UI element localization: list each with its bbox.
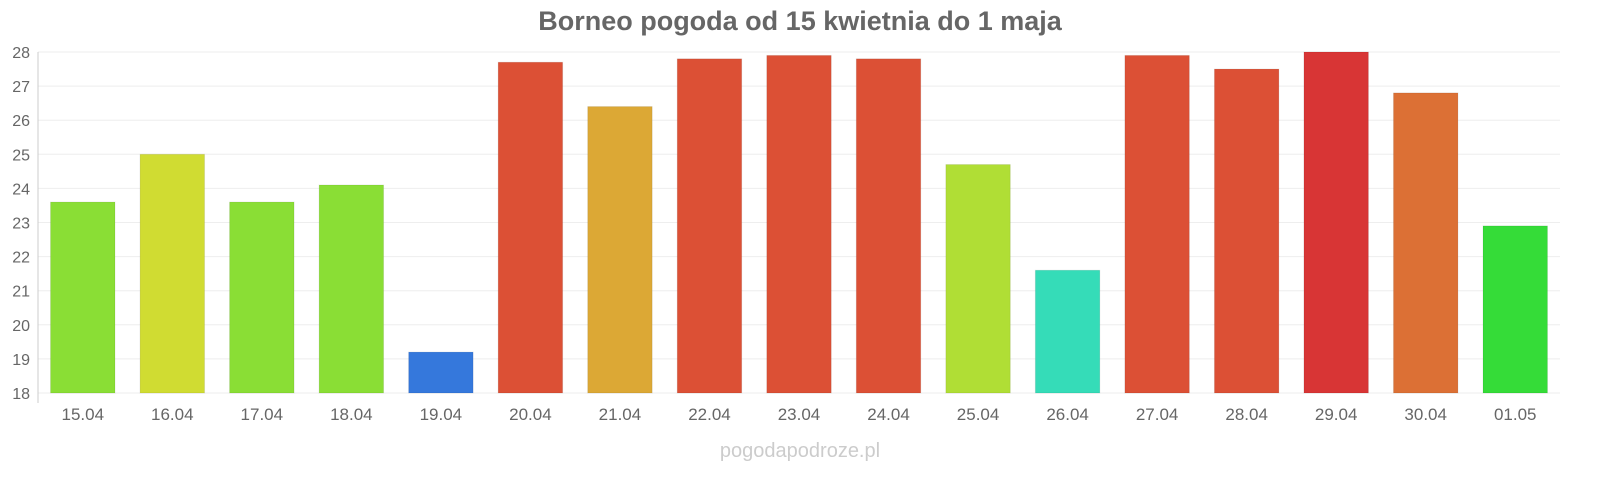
x-tick-label: 25.04 [957, 405, 1000, 424]
x-tick-label: 28.04 [1225, 405, 1268, 424]
y-tick-label: 24 [12, 181, 30, 198]
x-tick-label: 19.04 [420, 405, 463, 424]
bar [139, 153, 206, 394]
x-tick-label: 24.04 [867, 405, 910, 424]
bar [229, 201, 295, 394]
x-tick-label: 21.04 [599, 405, 642, 424]
bar [766, 54, 832, 394]
bar [1303, 51, 1369, 394]
x-tick-label: 17.04 [241, 405, 284, 424]
y-tick-label: 26 [12, 113, 30, 130]
bar [408, 351, 474, 394]
y-tick-label: 25 [12, 147, 30, 164]
x-tick-label: 23.04 [778, 405, 821, 424]
bar [1034, 269, 1101, 394]
x-tick-label: 16.04 [151, 405, 194, 424]
x-tick-label: 29.04 [1315, 405, 1358, 424]
y-tick-label: 18 [12, 386, 30, 403]
y-tick-label: 19 [12, 352, 30, 369]
bar [676, 58, 743, 394]
source-watermark: pogodapodroze.pl [719, 440, 881, 462]
bar [1392, 92, 1459, 394]
bar [1124, 54, 1190, 394]
bar [1213, 68, 1280, 394]
bar [1482, 225, 1548, 394]
y-tick-label: 21 [12, 284, 30, 301]
bar [50, 201, 116, 394]
chart-title: Borneo pogoda od 15 kwietnia do 1 maja [538, 6, 1062, 36]
y-tick-label: 20 [12, 318, 30, 335]
x-tick-label: 18.04 [330, 405, 373, 424]
x-tick-label: 27.04 [1136, 405, 1179, 424]
bar [497, 61, 564, 394]
x-tick-label: 30.04 [1404, 405, 1447, 424]
x-tick-label: 22.04 [688, 405, 731, 424]
y-tick-label: 27 [12, 79, 30, 96]
bar [318, 184, 385, 394]
bar [587, 106, 653, 394]
y-tick-label: 22 [12, 250, 30, 267]
y-tick-label: 28 [12, 45, 30, 62]
x-tick-label: 20.04 [509, 405, 552, 424]
bar [945, 164, 1011, 394]
x-tick-label: 15.04 [61, 405, 104, 424]
bar [855, 58, 922, 394]
x-tick-label: 26.04 [1046, 405, 1089, 424]
x-tick-label: 01.05 [1494, 405, 1537, 424]
y-tick-label: 23 [12, 216, 30, 233]
